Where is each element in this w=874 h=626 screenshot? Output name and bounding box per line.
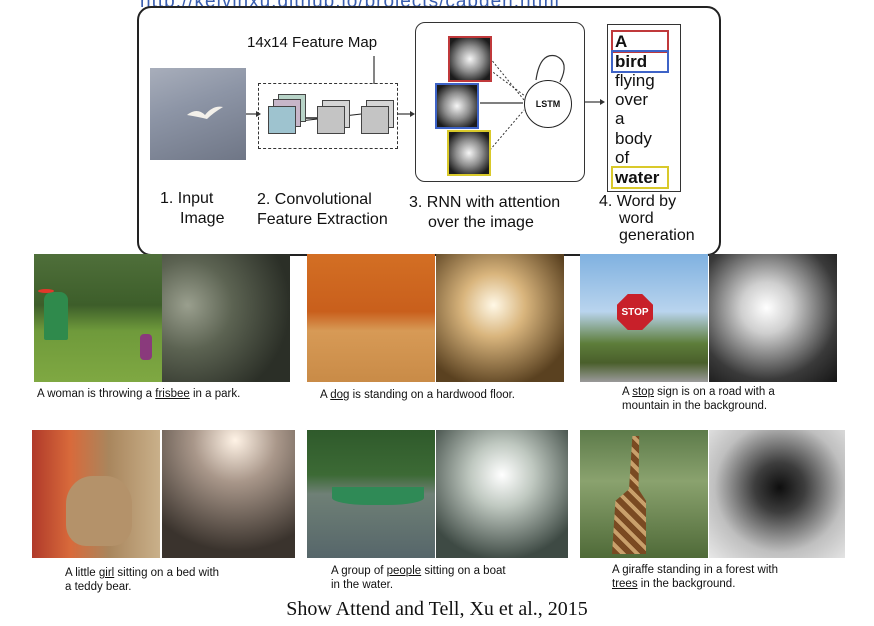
- caption-2: A dog is standing on a hardwood floor.: [320, 389, 516, 401]
- word: over: [615, 90, 649, 109]
- attention-map-red: [448, 36, 492, 82]
- step-1-label: 1. Input Image: [160, 190, 225, 227]
- attention-photo-park: [162, 254, 290, 382]
- feature-map-title: 14x14 Feature Map: [247, 34, 378, 51]
- attention-map-yellow: [447, 130, 491, 176]
- rnn-attention-box: [415, 22, 585, 182]
- lstm-node: LSTM: [524, 80, 572, 128]
- caption-6: A giraffe standing in a forest with trees…: [612, 564, 778, 590]
- step-3-label: 3. RNN with attention over the image: [409, 194, 561, 231]
- stop-sign-icon: STOP: [617, 294, 653, 330]
- boat: [332, 487, 424, 505]
- example-photo-dog: [307, 254, 435, 382]
- attention-map-blue: [435, 83, 479, 129]
- bird-icon: [187, 106, 223, 119]
- caption-1: A woman is throwing a frisbee in a park.: [37, 388, 241, 400]
- child-figure: [140, 334, 152, 360]
- citation: Show Attend and Tell, Xu et al., 2015: [286, 598, 588, 620]
- step-4-label: 4. Word by word generation: [599, 193, 695, 244]
- attention-photo-boat: [436, 430, 568, 558]
- word: flying: [615, 71, 655, 90]
- caption-4: A little girl sitting on a bed with a ted…: [65, 567, 220, 593]
- attention-photo-giraffe: [709, 430, 845, 558]
- attention-photo-stop-sign: [709, 254, 837, 382]
- frisbee: [38, 289, 54, 293]
- attention-photo-girl: [162, 430, 295, 558]
- woman-figure: [44, 292, 68, 340]
- caption-3: A stop sign is on a road with a mountain …: [622, 386, 775, 412]
- word-sequence-box: [607, 24, 681, 192]
- word-A: A: [611, 30, 669, 53]
- feature-extraction-box: [258, 83, 398, 149]
- word-bird: bird: [611, 50, 669, 73]
- word: body: [615, 129, 652, 148]
- attention-photo-dog: [436, 254, 564, 382]
- conv-layer: [317, 106, 345, 134]
- teddy-bear: [66, 476, 132, 546]
- conv-layer: [268, 106, 296, 134]
- word-water: water: [611, 166, 669, 189]
- conv-layer: [361, 106, 389, 134]
- step-2-label: 2. Convolutional Feature Extraction: [257, 191, 388, 228]
- word: a: [615, 109, 625, 128]
- caption-5: A group of people sitting on a boat in th…: [331, 565, 506, 591]
- word: of: [615, 148, 630, 167]
